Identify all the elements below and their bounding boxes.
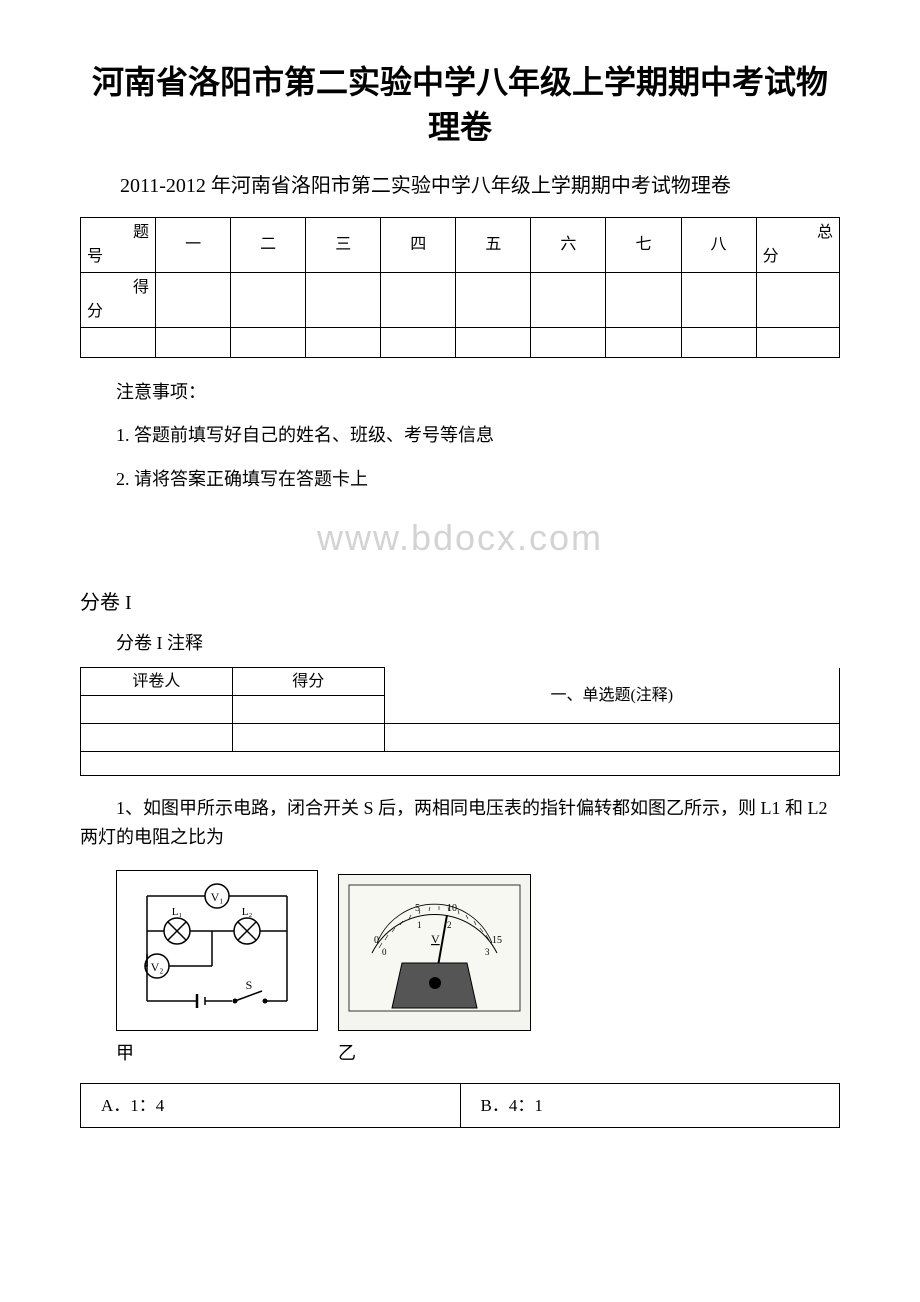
svg-text:V₁: V₁ (211, 890, 224, 904)
fig-label-left: 甲 (116, 1039, 318, 1068)
watermark: www.bdocx.com (80, 509, 840, 567)
score-col-2: 二 (231, 217, 306, 272)
notice-title: 注意事项： (80, 378, 840, 407)
svg-text:V₂: V₂ (151, 960, 164, 974)
score-total-top: 总 (817, 220, 833, 246)
score-col1-top: 题 (133, 220, 149, 246)
svg-text:L₂: L₂ (242, 906, 253, 918)
score-col-1: 一 (156, 217, 231, 272)
score-table: 题 号 一 二 三 四 五 六 七 八 总 分 得 分 (80, 217, 840, 358)
fig-label-right: 乙 (338, 1039, 531, 1068)
question-1-options: A．1：4 B．4：1 (80, 1083, 840, 1128)
score-col1-bottom: 号 (87, 244, 103, 270)
svg-text:2: 2 (447, 920, 452, 930)
option-b: B．4：1 (460, 1083, 840, 1127)
figure-meter: 0 5 10 15 0 1 2 3 V (338, 874, 531, 1068)
score-row2-top: 得 (133, 275, 149, 301)
score-col-7: 七 (606, 217, 681, 272)
svg-text:0: 0 (374, 935, 379, 946)
svg-text:15: 15 (492, 935, 502, 946)
score-total-bottom: 分 (763, 244, 779, 270)
grader-header-2: 得分 (232, 668, 384, 696)
svg-text:3: 3 (485, 947, 490, 957)
notice-item-2: 2. 请将答案正确填写在答题卡上 (80, 465, 840, 494)
score-col-8: 八 (681, 217, 756, 272)
question-1-figures: V₁ L₁ L₂ V₂ (116, 870, 840, 1068)
score-row2-bottom: 分 (87, 299, 103, 325)
svg-text:S: S (246, 978, 253, 992)
svg-text:L₁: L₁ (172, 906, 183, 918)
score-col-6: 六 (531, 217, 606, 272)
grader-header-1: 评卷人 (81, 668, 233, 696)
notice-item-1: 1. 答题前填写好自己的姓名、班级、考号等信息 (80, 421, 840, 450)
page-title: 河南省洛阳市第二实验中学八年级上学期期中考试物理卷 (80, 60, 840, 150)
section-1-label: 分卷 I (80, 587, 840, 619)
score-col-5: 五 (456, 217, 531, 272)
svg-text:0: 0 (382, 947, 387, 957)
voltmeter-icon: 0 5 10 15 0 1 2 3 V (347, 883, 522, 1013)
svg-text:V: V (431, 932, 440, 946)
section-1-note: 分卷 I 注释 (80, 629, 840, 658)
option-a: A．1：4 (81, 1083, 461, 1127)
svg-text:1: 1 (417, 920, 422, 930)
figure-circuit: V₁ L₁ L₂ V₂ (116, 870, 318, 1068)
grader-section-title: 一、单选题(注释) (384, 668, 839, 724)
score-col-3: 三 (306, 217, 381, 272)
circuit-diagram-icon: V₁ L₁ L₂ V₂ (127, 881, 307, 1011)
question-1-text: 1、如图甲所示电路，闭合开关 S 后，两相同电压表的指针偏转都如图乙所示，则 L… (80, 794, 840, 852)
score-col-4: 四 (381, 217, 456, 272)
subtitle: 2011-2012 年河南省洛阳市第二实验中学八年级上学期期中考试物理卷 (80, 170, 840, 202)
grader-table: 评卷人 得分 一、单选题(注释) (80, 667, 840, 776)
